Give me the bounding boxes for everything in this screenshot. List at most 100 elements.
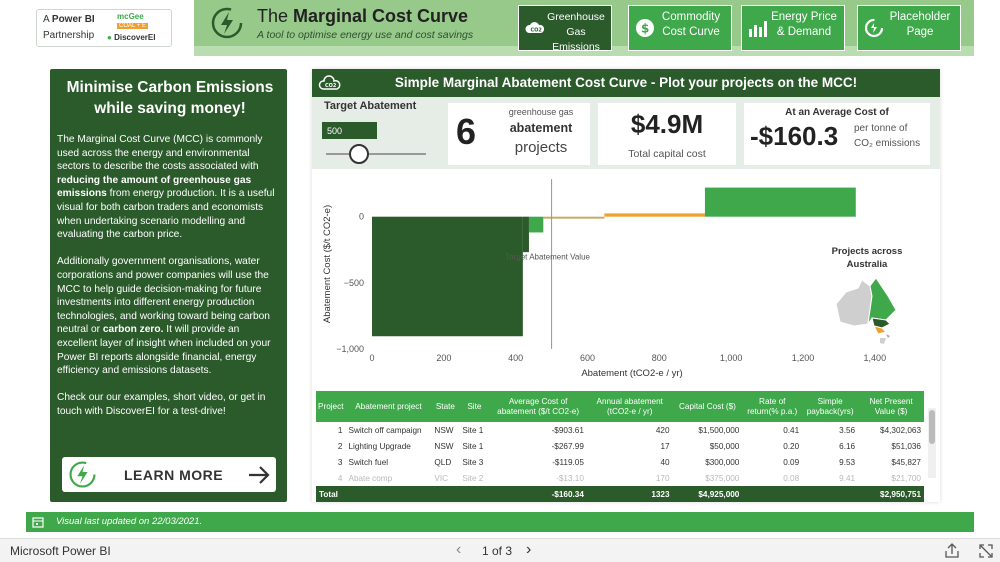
refresh-icon bbox=[864, 18, 884, 38]
table-total-cell: $2,950,751 bbox=[858, 486, 924, 502]
page-title-regular: The bbox=[257, 6, 294, 26]
table-cell: 9.41 bbox=[839, 473, 856, 483]
kpi-projects-value: 6 bbox=[456, 111, 477, 152]
kpi-capital-value: $4.9M bbox=[630, 109, 704, 139]
table-cell: NSW bbox=[434, 441, 454, 451]
table-scrollbar-thumb[interactable] bbox=[929, 410, 935, 444]
table-total-row: Total -$160.34 1323 $4,925,000 $2,950,751 bbox=[316, 486, 924, 502]
target-slider-thumb[interactable] bbox=[349, 144, 369, 164]
svg-text:CO2: CO2 bbox=[325, 83, 337, 89]
table-cell: -$13.10 bbox=[556, 473, 584, 483]
table-scrollbar[interactable] bbox=[928, 408, 936, 478]
target-slider-track[interactable] bbox=[326, 153, 426, 155]
table-cell: -$903.61 bbox=[551, 425, 584, 435]
kpi-average-card: At an Average Cost of -$160.3 per tonne … bbox=[744, 103, 930, 165]
table-header-cell[interactable]: Site bbox=[459, 391, 490, 422]
table-header-cell[interactable]: Project bbox=[316, 391, 346, 422]
x-tick-label: 0 bbox=[369, 353, 374, 363]
info-card-title: Minimise Carbon Emissions while saving mo… bbox=[66, 79, 274, 117]
table-cell: NSW bbox=[434, 425, 454, 435]
calendar-icon bbox=[32, 517, 44, 528]
lightning-icon bbox=[69, 461, 96, 488]
table-cell: 170 bbox=[655, 473, 670, 483]
nav-placeholder-label: Placeholder Page bbox=[889, 11, 951, 38]
table-cell: $375,000 bbox=[705, 473, 740, 483]
target-abatement-input[interactable] bbox=[322, 122, 377, 139]
logo-mcgee: mcGee bbox=[117, 12, 144, 21]
x-tick-label: 1,000 bbox=[720, 353, 743, 363]
mcc-panel-title: Simple Marginal Abatement Cost Curve - P… bbox=[312, 69, 940, 97]
page-title-bold: Marginal Cost Curve bbox=[293, 6, 469, 26]
table-total-cell: $4,925,000 bbox=[672, 486, 743, 502]
table-header-cell[interactable]: Annual abatement (tCO2-e / yr) bbox=[586, 391, 673, 422]
table-cell: -$267.99 bbox=[551, 441, 584, 451]
table-cell: $1,500,000 bbox=[698, 425, 740, 435]
table-cell: 0.41 bbox=[783, 425, 800, 435]
table-cell: 17 bbox=[660, 441, 670, 451]
y-axis-label: Abatement Cost ($/t CO2-e) bbox=[322, 205, 333, 323]
svg-text:CO2: CO2 bbox=[531, 28, 543, 34]
table-header-row: Project Abatement project State Site Average… bbox=[316, 391, 924, 422]
table-header-cell[interactable]: Rate of return(% p.a.) bbox=[742, 391, 803, 422]
page-subtitle: A tool to optimise energy use and cost s… bbox=[257, 29, 474, 41]
prev-page-icon[interactable]: ‹ bbox=[456, 541, 462, 558]
table-body: 1 Switch off campaign NSW Site 1 -$903.61 420… bbox=[316, 422, 924, 502]
table-header-cell[interactable]: Net Present Value ($) bbox=[858, 391, 924, 422]
table-cell: Site 1 bbox=[462, 425, 484, 435]
table-header-cell[interactable]: Simple payback(yrs) bbox=[802, 391, 859, 422]
fullscreen-icon[interactable] bbox=[978, 543, 994, 559]
chart-bar bbox=[372, 216, 523, 337]
target-abatement-label: Target Abatement bbox=[324, 100, 417, 112]
y-tick-label: −500 bbox=[344, 278, 364, 288]
next-page-icon[interactable]: › bbox=[526, 541, 532, 558]
table-row[interactable]: 2 Lighting Upgrade NSW Site 1 -$267.99 17 $50,… bbox=[316, 438, 924, 454]
table-cell: 4 bbox=[337, 473, 343, 483]
kpi-capital-label: Total capital cost bbox=[628, 148, 706, 160]
australia-map[interactable] bbox=[832, 274, 904, 346]
table-cell: 2 bbox=[337, 441, 343, 451]
x-tick-label: 1,200 bbox=[792, 353, 815, 363]
info-card: Minimise Carbon Emissions while saving mo… bbox=[50, 69, 287, 502]
table-header-cell[interactable]: Average Cost of abatement ($/t CO2-e) bbox=[489, 391, 587, 422]
table-cell: $4,302,063 bbox=[880, 425, 921, 435]
table-total-cell: -$160.34 bbox=[489, 486, 587, 502]
svg-text:$: $ bbox=[641, 22, 649, 36]
table-row[interactable]: 1 Switch off campaign NSW Site 1 -$903.61 420… bbox=[316, 422, 924, 438]
nav-greenhouse-gas[interactable]: CO2 Greenhouse Gas Emissions bbox=[518, 5, 612, 53]
mcc-panel: Simple Marginal Abatement Cost Curve - P… bbox=[312, 69, 940, 502]
table-total-cell bbox=[459, 486, 490, 502]
table-cell: Abate comp bbox=[348, 473, 393, 483]
page-title: The Marginal Cost Curve bbox=[257, 6, 468, 27]
table-header-cell[interactable]: Abatement project bbox=[345, 391, 432, 422]
x-tick-label: 400 bbox=[508, 353, 523, 363]
kpi-projects-line1: greenhouse gas bbox=[508, 107, 574, 117]
table-total-cell bbox=[742, 486, 803, 502]
table-cell: 40 bbox=[660, 457, 670, 467]
table-cell: QLD bbox=[434, 457, 452, 467]
chart-bar bbox=[704, 187, 856, 217]
table-cell: 3.56 bbox=[839, 425, 856, 435]
learn-more-button[interactable]: LEARN MORE bbox=[62, 457, 276, 492]
share-icon[interactable] bbox=[944, 543, 960, 559]
partnership-logo: A Power BI Partnership mcGee COAL + E ● … bbox=[36, 9, 172, 47]
info-paragraph-2: Additionally government organisations, w… bbox=[57, 256, 271, 377]
table-header-cell[interactable]: State bbox=[431, 391, 460, 422]
nav-commodity-cost[interactable]: $ Commodity Cost Curve bbox=[628, 5, 732, 51]
logo-partnership: Partnership bbox=[43, 30, 95, 41]
table-cell: Site 1 bbox=[462, 441, 484, 451]
table-header-cell[interactable]: Capital Cost ($) bbox=[672, 391, 743, 422]
chart-bar bbox=[522, 216, 529, 253]
table-row[interactable]: 4 Abate comp VIC Site 2 -$13.10 170 $375,000 0.… bbox=[316, 470, 924, 486]
table-row[interactable]: 3 Switch fuel QLD Site 3 -$119.05 40 $300,000 0… bbox=[316, 454, 924, 470]
chart-bar bbox=[543, 216, 605, 219]
logo-discoverei-text: DiscoverEI bbox=[114, 33, 156, 42]
nav-energy-price[interactable]: Energy Price & Demand bbox=[741, 5, 845, 51]
y-tick-label: 0 bbox=[359, 212, 364, 222]
table-cell: $45,827 bbox=[891, 457, 921, 467]
nav-placeholder-page[interactable]: Placeholder Page bbox=[857, 5, 961, 51]
x-tick-label: 600 bbox=[580, 353, 595, 363]
arrow-right-icon bbox=[249, 466, 270, 484]
x-tick-label: 200 bbox=[436, 353, 451, 363]
table-cell: 9.53 bbox=[839, 457, 856, 467]
